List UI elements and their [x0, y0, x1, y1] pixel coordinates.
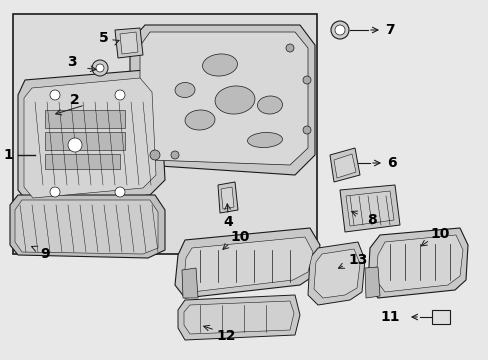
Polygon shape	[182, 268, 198, 298]
Ellipse shape	[247, 132, 282, 148]
Polygon shape	[375, 235, 462, 292]
Circle shape	[50, 187, 60, 197]
Text: 6: 6	[386, 156, 396, 170]
Bar	[45, 110, 125, 128]
Text: 12: 12	[216, 329, 235, 343]
Circle shape	[68, 138, 82, 152]
Circle shape	[303, 126, 310, 134]
Circle shape	[115, 90, 125, 100]
Polygon shape	[364, 267, 379, 298]
Polygon shape	[10, 195, 164, 258]
Text: 9: 9	[40, 247, 50, 261]
Polygon shape	[329, 148, 359, 182]
Polygon shape	[15, 200, 158, 254]
Polygon shape	[115, 28, 142, 58]
Polygon shape	[313, 249, 359, 298]
Circle shape	[96, 64, 104, 72]
Polygon shape	[221, 187, 234, 209]
Ellipse shape	[215, 86, 254, 114]
Circle shape	[330, 21, 348, 39]
Polygon shape	[183, 301, 293, 334]
Circle shape	[285, 44, 293, 52]
Polygon shape	[346, 191, 393, 226]
Polygon shape	[178, 295, 299, 340]
Polygon shape	[307, 242, 364, 305]
Text: 8: 8	[366, 213, 376, 227]
Text: 10: 10	[429, 227, 449, 241]
Polygon shape	[140, 32, 307, 165]
Text: 2: 2	[70, 93, 80, 107]
Polygon shape	[120, 32, 138, 54]
Circle shape	[334, 25, 345, 35]
Ellipse shape	[175, 82, 195, 98]
Polygon shape	[367, 228, 467, 298]
Polygon shape	[183, 237, 312, 292]
Polygon shape	[175, 228, 319, 298]
Circle shape	[303, 76, 310, 84]
Polygon shape	[218, 182, 238, 213]
Text: 13: 13	[347, 253, 367, 267]
Bar	[13, 14, 316, 254]
Text: 5: 5	[99, 31, 109, 45]
Text: 1: 1	[3, 148, 13, 162]
Ellipse shape	[257, 96, 282, 114]
Text: 3: 3	[67, 55, 77, 69]
Circle shape	[150, 150, 160, 160]
Bar	[431, 310, 449, 324]
Polygon shape	[24, 78, 156, 198]
Polygon shape	[339, 185, 399, 232]
Circle shape	[171, 151, 179, 159]
Ellipse shape	[202, 54, 237, 76]
Circle shape	[92, 60, 108, 76]
Text: 7: 7	[385, 23, 394, 37]
Circle shape	[50, 90, 60, 100]
Polygon shape	[333, 154, 355, 178]
Text: 4: 4	[223, 215, 232, 229]
Polygon shape	[18, 70, 164, 205]
Bar	[45, 154, 120, 169]
Text: 10: 10	[230, 230, 249, 244]
Polygon shape	[130, 25, 314, 175]
Ellipse shape	[184, 110, 215, 130]
Text: 11: 11	[380, 310, 399, 324]
Bar	[45, 132, 125, 150]
Circle shape	[115, 187, 125, 197]
